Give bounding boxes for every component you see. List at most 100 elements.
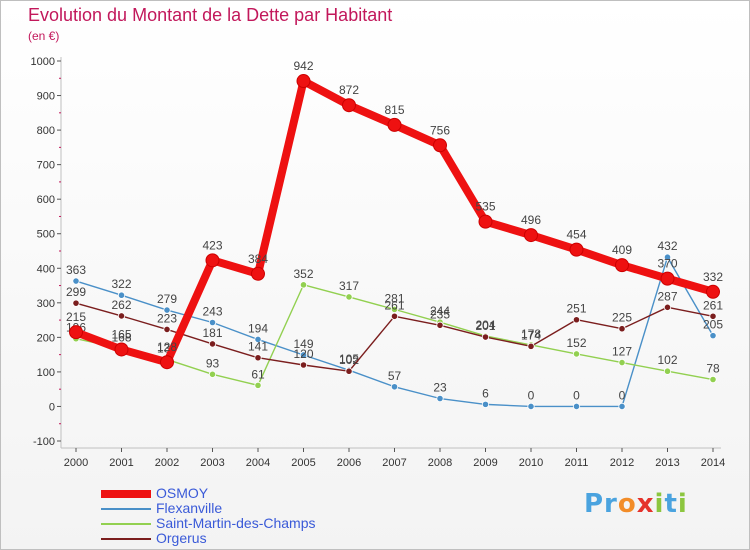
y-tick-label: -100	[33, 436, 55, 448]
data-point	[345, 367, 353, 375]
data-label: 454	[566, 228, 586, 242]
data-point	[663, 303, 672, 311]
legend-item: Flexanville	[101, 500, 401, 516]
data-label: 165	[111, 327, 131, 341]
data-label: 363	[66, 263, 86, 277]
data-label: 423	[202, 238, 222, 252]
data-point	[342, 98, 356, 113]
legend-swatch	[101, 508, 151, 510]
data-label: 127	[612, 345, 632, 359]
x-tick-label: 2004	[246, 457, 270, 469]
data-point	[299, 361, 308, 369]
data-point	[160, 355, 174, 370]
data-label: 370	[657, 257, 677, 271]
data-point	[69, 325, 83, 340]
data-label: 262	[111, 298, 131, 312]
data-label: 756	[430, 123, 450, 137]
y-tick-label: 500	[37, 229, 55, 241]
data-label: 105	[339, 352, 359, 366]
data-point	[436, 394, 444, 403]
data-point	[205, 253, 220, 268]
y-tick-label: 100	[37, 367, 55, 379]
data-point	[572, 402, 581, 411]
data-label: 93	[206, 356, 220, 370]
data-label: 872	[339, 83, 359, 97]
data-label: 194	[248, 321, 268, 335]
data-point	[618, 402, 626, 411]
data-label: 178	[521, 327, 541, 341]
data-point	[299, 281, 308, 289]
data-point	[163, 325, 171, 334]
data-point	[254, 381, 262, 389]
data-point	[208, 370, 217, 378]
data-label: 942	[293, 59, 313, 73]
data-label: 149	[293, 337, 313, 351]
y-tick-label: 800	[37, 125, 55, 137]
data-label: 287	[657, 289, 677, 303]
legend-label: Flexanville	[156, 500, 223, 516]
data-label: 215	[66, 310, 86, 324]
x-tick-label: 2002	[155, 457, 179, 469]
data-label: 352	[293, 267, 313, 281]
data-label: 815	[384, 103, 404, 117]
data-label: 243	[202, 305, 222, 319]
data-label: 78	[706, 362, 720, 376]
y-tick-label: 1000	[31, 56, 55, 68]
data-point	[618, 325, 626, 333]
legend: OSMOY Flexanville Saint-Martin-des-Champs O…	[101, 485, 401, 546]
data-label: 6	[482, 386, 489, 400]
data-point	[478, 214, 493, 229]
data-point	[663, 367, 672, 375]
y-tick-label: 900	[37, 91, 55, 103]
data-label: 281	[384, 291, 404, 305]
data-label: 152	[566, 336, 586, 350]
legend-swatch	[101, 523, 151, 525]
data-label: 535	[475, 200, 495, 214]
data-point	[390, 305, 399, 313]
data-point	[481, 400, 490, 408]
data-point	[390, 312, 399, 320]
data-point	[709, 332, 717, 340]
legend-label: Orgerus	[156, 530, 207, 546]
data-label: 128	[157, 340, 177, 354]
proxiti-logo: Proxiti	[584, 489, 688, 519]
x-tick-label: 2003	[200, 457, 224, 469]
y-tick-label: 400	[37, 263, 55, 275]
data-point	[114, 342, 129, 357]
x-tick-label: 2006	[337, 457, 361, 469]
data-point	[663, 253, 672, 261]
legend-item: Saint-Martin-des-Champs	[101, 515, 401, 531]
data-label: 409	[612, 243, 632, 257]
data-point	[572, 350, 581, 358]
data-point	[72, 277, 80, 285]
data-label: 168	[111, 330, 131, 344]
data-label: 261	[703, 298, 723, 312]
data-point	[251, 266, 265, 281]
x-tick-label: 2005	[291, 457, 315, 469]
data-label: 384	[248, 252, 268, 266]
x-tick-label: 2008	[428, 457, 452, 469]
data-label: 23	[433, 381, 447, 395]
data-point	[527, 342, 535, 350]
data-point	[618, 358, 626, 367]
y-tick-label: 200	[37, 332, 55, 344]
data-label: 0	[619, 388, 626, 402]
data-point	[345, 293, 353, 301]
data-point	[72, 299, 80, 307]
data-point	[208, 340, 217, 348]
data-point	[254, 354, 262, 362]
data-point	[433, 138, 447, 153]
legend-label: Saint-Martin-des-Champs	[156, 515, 316, 531]
data-point	[527, 402, 535, 411]
data-point	[572, 316, 581, 324]
data-point	[524, 228, 538, 243]
x-tick-label: 2007	[382, 457, 406, 469]
data-label: 317	[339, 279, 359, 293]
x-tick-label: 2009	[473, 457, 497, 469]
data-point	[436, 321, 444, 329]
data-label: 332	[703, 270, 723, 284]
data-label: 223	[157, 311, 177, 325]
legend-swatch	[101, 538, 151, 540]
data-point	[481, 333, 490, 341]
